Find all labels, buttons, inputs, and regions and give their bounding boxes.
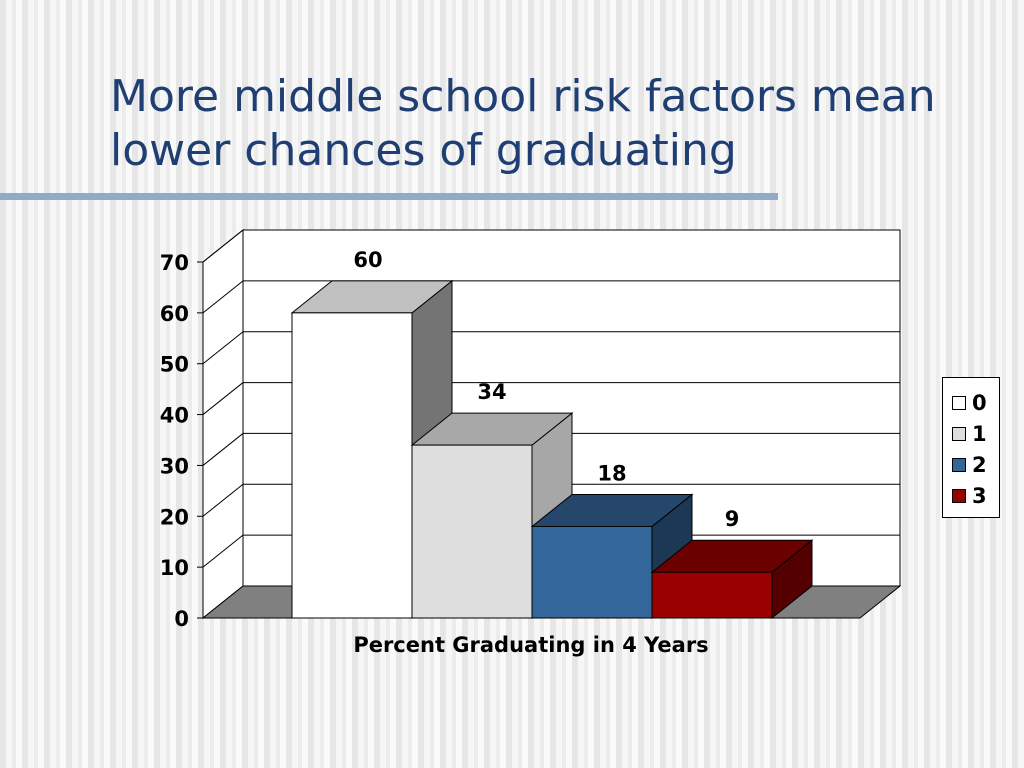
bar-front-3 — [651, 571, 773, 619]
data-label-0: 60 — [353, 248, 382, 272]
legend-label: 1 — [972, 421, 987, 446]
gridline-side — [202, 382, 244, 415]
y-tick-label: 30 — [160, 454, 189, 478]
gridline-side — [202, 483, 244, 517]
legend-label: 0 — [972, 390, 987, 415]
legend-swatch — [952, 426, 966, 441]
y-tick-label: 70 — [160, 251, 189, 275]
y-tick-label: 60 — [160, 302, 189, 326]
legend-label: 3 — [972, 483, 987, 508]
legend-item-3: 3 — [952, 480, 999, 511]
data-label-2: 18 — [597, 461, 626, 485]
chart-legend: 0 1 2 3 — [942, 377, 1000, 518]
x-axis-title: Percent Graduating in 4 Years — [353, 633, 708, 657]
slide-title: More middle school risk factors mean low… — [110, 70, 990, 178]
y-tick-label: 0 — [174, 607, 189, 631]
bar-series — [290, 279, 814, 620]
legend-swatch — [952, 488, 966, 503]
slide-title-line-2: lower chances of graduating — [110, 125, 737, 176]
gridline-side — [202, 433, 244, 466]
gridline-side — [202, 229, 244, 263]
legend-label: 2 — [972, 452, 987, 477]
bar-front-2 — [531, 525, 653, 619]
legend-item-1: 1 — [952, 418, 999, 449]
y-tick-label: 40 — [160, 404, 189, 428]
legend-swatch — [952, 457, 966, 472]
chart-side-wall — [202, 228, 244, 620]
y-tick-label: 20 — [160, 505, 189, 529]
slide-title-line-1: More middle school risk factors mean — [110, 71, 936, 122]
legend-item-0: 0 — [952, 387, 999, 418]
legend-swatch — [952, 395, 966, 410]
data-labels: 60 34 18 9 — [353, 248, 739, 531]
y-tick-label: 10 — [160, 556, 189, 580]
bar-3 — [650, 539, 814, 620]
data-label-3: 9 — [725, 507, 740, 531]
gridline-side — [202, 280, 244, 314]
data-label-1: 34 — [477, 380, 506, 404]
title-divider — [0, 193, 778, 200]
gridline-side — [202, 534, 244, 568]
gridline-side — [202, 331, 244, 365]
legend-item-2: 2 — [952, 449, 999, 480]
bar-front-0 — [291, 312, 413, 619]
y-tick-label: 50 — [160, 353, 189, 377]
bar-front-1 — [411, 444, 533, 619]
